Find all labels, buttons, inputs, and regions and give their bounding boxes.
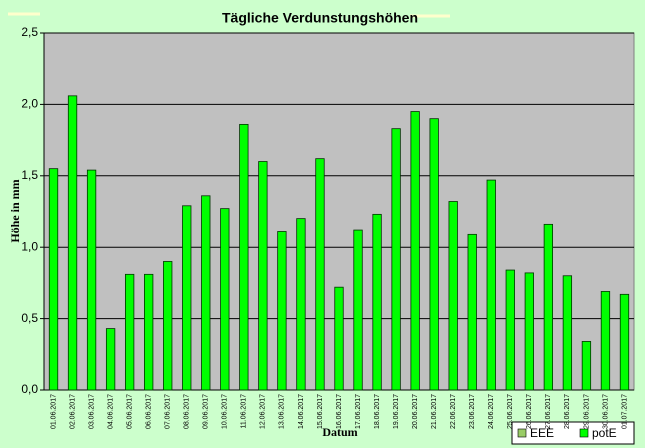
x-tick-label: 03.06.2017 (88, 394, 95, 429)
y-tick-label: 2,5 (21, 25, 38, 39)
x-tick-label: 24.06.2017 (488, 394, 495, 429)
x-tick-label: 11.06.2017 (241, 394, 248, 429)
bar (239, 123, 249, 391)
x-tick-label: 14.06.2017 (298, 394, 305, 429)
legend-swatch (517, 428, 527, 438)
bar (429, 118, 439, 391)
x-tick-label: 01.07.2017 (621, 394, 628, 429)
y-tick-label: 0,5 (21, 311, 38, 325)
x-axis-label: Datum (322, 425, 357, 439)
y-tick-label: 1,5 (21, 168, 38, 182)
x-tick-label: 26.06.2017 (526, 394, 533, 429)
bar (619, 293, 630, 391)
y-tick-label: 0,0 (21, 382, 38, 396)
legend-label: potE (592, 426, 617, 440)
bar (220, 208, 230, 391)
bar (296, 218, 306, 391)
x-tick-label: 18.06.2017 (374, 394, 381, 429)
x-tick-label: 15.06.2017 (317, 394, 324, 429)
legend: EEE potE (511, 421, 635, 445)
x-tick-label: 30.06.2017 (602, 394, 609, 429)
y-tick-label: 1,0 (21, 239, 38, 253)
bar (505, 269, 515, 391)
bar (334, 286, 344, 391)
bar (581, 341, 592, 391)
y-axis-label: Höhe in mm (8, 179, 22, 242)
bar (258, 161, 268, 391)
bar (277, 231, 287, 391)
x-tick-label: 13.06.2017 (279, 394, 286, 429)
bar (201, 195, 211, 391)
bar (391, 128, 401, 391)
bar (182, 205, 192, 391)
x-tick-label: 27.06.2017 (545, 394, 552, 429)
bar (372, 213, 382, 391)
bar (144, 273, 154, 391)
bar (410, 111, 420, 391)
bar (86, 169, 97, 391)
bar (353, 229, 363, 391)
bar (105, 328, 116, 391)
bar (448, 201, 458, 391)
legend-swatch (579, 428, 589, 438)
x-tick-label: 22.06.2017 (450, 394, 457, 429)
bar (562, 275, 573, 391)
x-tick-label: 12.06.2017 (260, 394, 267, 429)
x-tick-label: 16.06.2017 (336, 394, 343, 429)
bar (48, 168, 59, 391)
x-tick-label: 29.06.2017 (583, 394, 590, 429)
x-tick-label: 07.06.2017 (165, 394, 172, 429)
bar (600, 291, 611, 391)
x-tick-label: 20.06.2017 (412, 394, 419, 429)
x-tick-label: 01.06.2017 (50, 394, 57, 429)
bar (524, 272, 534, 391)
x-tick-label: 09.06.2017 (203, 394, 210, 429)
bar (543, 223, 554, 391)
x-tick-label: 04.06.2017 (107, 394, 114, 429)
chart-title: Tägliche Verdunstungshöhen (222, 10, 418, 26)
x-tick-label: 28.06.2017 (564, 394, 571, 429)
x-tick-label: 10.06.2017 (222, 394, 229, 429)
y-tick-label: 2,0 (21, 97, 38, 111)
x-tick-label: 06.06.2017 (146, 394, 153, 429)
x-tick-label: 02.06.2017 (69, 394, 76, 429)
bar (124, 273, 135, 391)
bar (486, 179, 496, 391)
x-tick-label: 23.06.2017 (469, 394, 476, 429)
bar (467, 233, 477, 391)
legend-box (511, 421, 635, 445)
x-tick-label: 17.06.2017 (355, 394, 362, 429)
x-tick-label: 05.06.2017 (126, 394, 133, 429)
x-tick-label: 21.06.2017 (431, 394, 438, 429)
legend-label: EEE (530, 426, 554, 440)
x-tick-label: 25.06.2017 (507, 394, 514, 429)
x-tick-label: 08.06.2017 (184, 394, 191, 429)
bar (67, 95, 78, 391)
bar (163, 261, 173, 391)
x-tick-label: 19.06.2017 (393, 394, 400, 429)
bar (315, 158, 325, 391)
